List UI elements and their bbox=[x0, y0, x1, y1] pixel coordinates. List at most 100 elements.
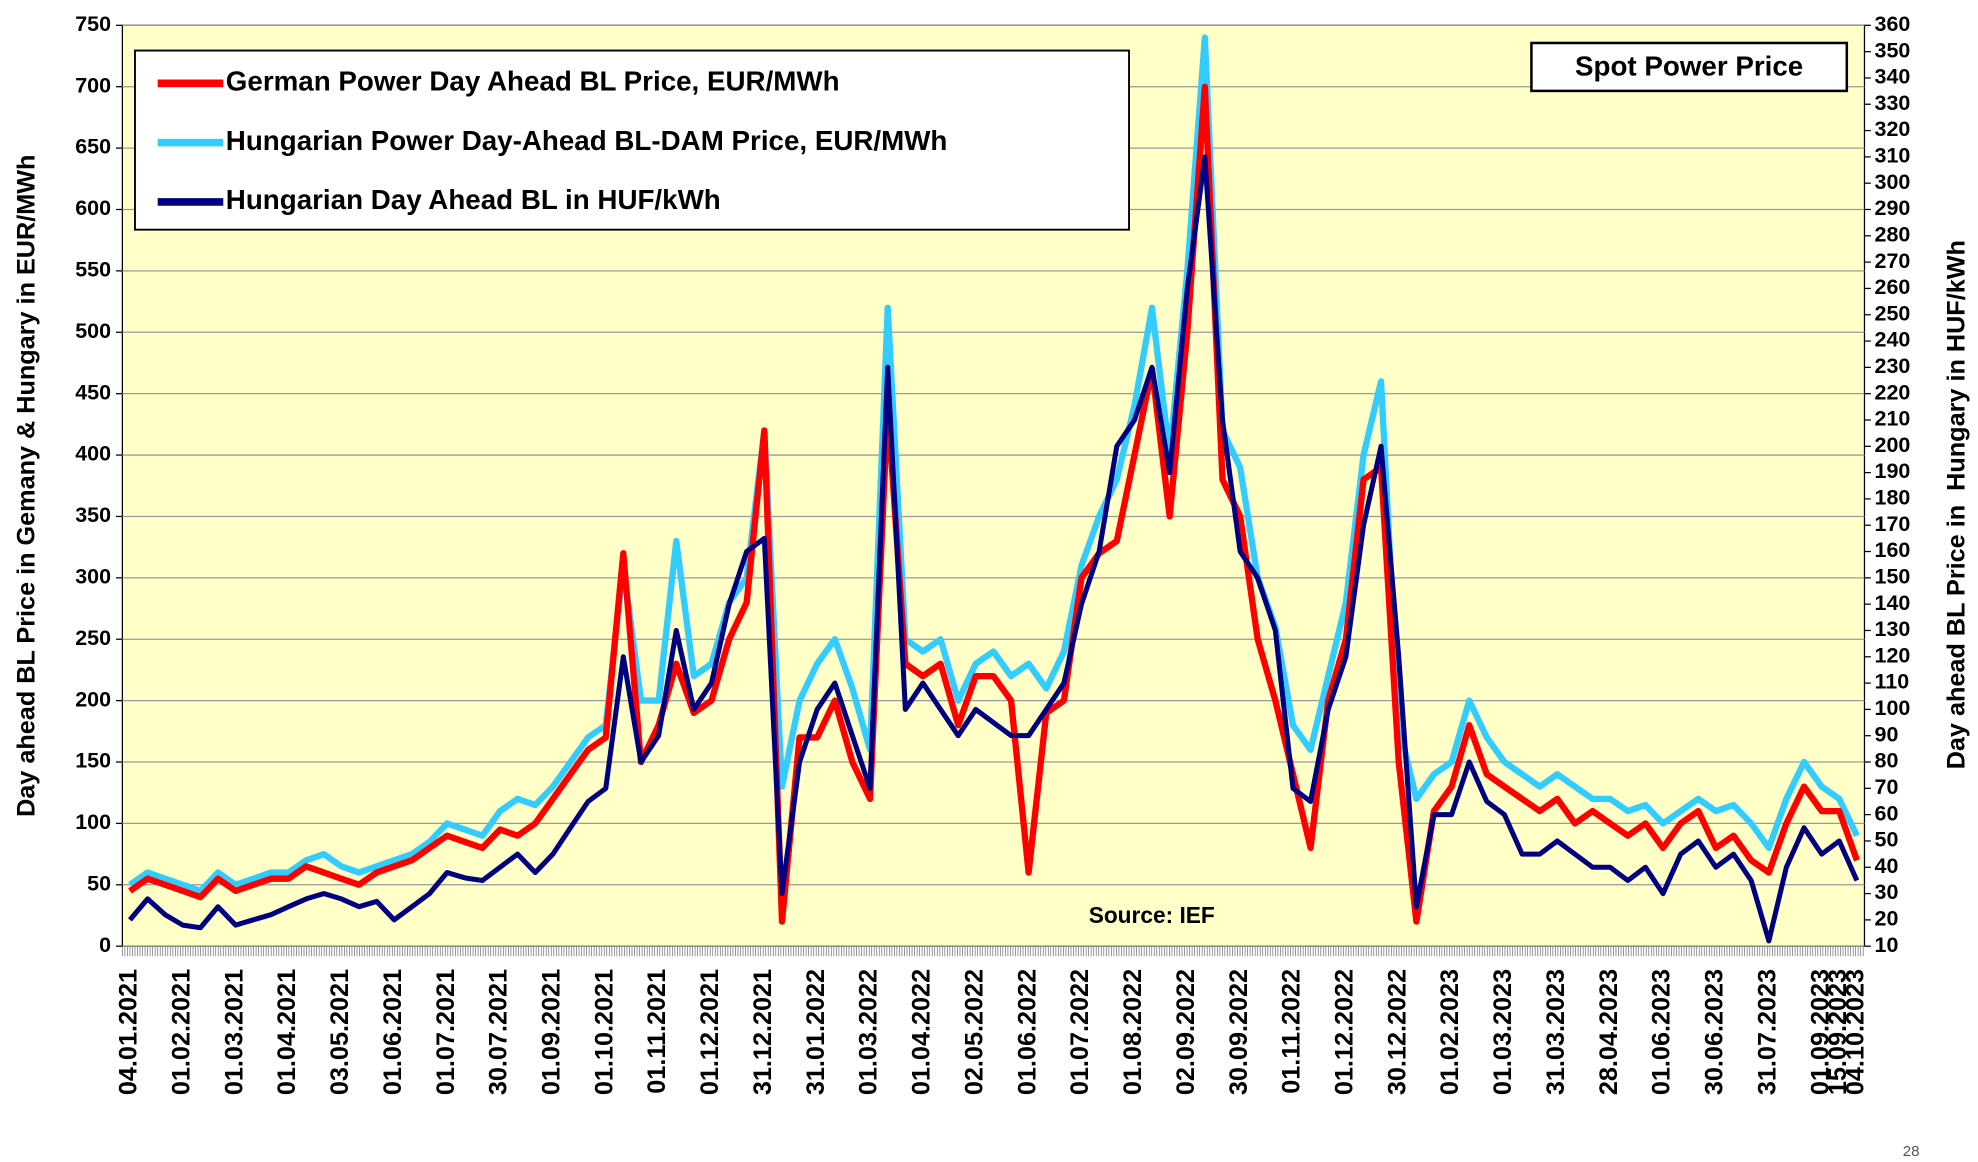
legend-label: German Power Day Ahead BL Price, EUR/MWh bbox=[226, 66, 840, 97]
x-tick-label: 01.11.2022 bbox=[1278, 969, 1306, 1094]
x-tick-label: 31.01.2022 bbox=[802, 969, 830, 1095]
y2-tick-label: 210 bbox=[1875, 407, 1911, 431]
x-tick-label: 04.10.2023 bbox=[1842, 969, 1870, 1095]
x-tick-label: 01.06.2022 bbox=[1013, 969, 1041, 1095]
lines bbox=[128, 34, 1860, 944]
x-tick-label: 01.10.2021 bbox=[590, 969, 618, 1095]
x-tick-label: 01.02.2021 bbox=[167, 969, 195, 1095]
x-tick-label: 31.12.2021 bbox=[749, 969, 777, 1095]
series-line bbox=[128, 34, 1860, 895]
y2-tick-label: 260 bbox=[1875, 275, 1911, 299]
y2-tick-label: 270 bbox=[1875, 249, 1911, 273]
x-tick-label: 30.09.2022 bbox=[1225, 969, 1253, 1095]
x-tick-label: 01.03.2021 bbox=[220, 969, 248, 1095]
x-tick-label: 01.04.2021 bbox=[273, 969, 301, 1095]
y-tick-label: 500 bbox=[75, 319, 111, 343]
y-tick-label: 250 bbox=[75, 626, 111, 650]
title-box bbox=[1530, 41, 1849, 93]
x-tick-label: 01.07.2022 bbox=[1066, 969, 1094, 1095]
y2-tick-label: 180 bbox=[1875, 486, 1911, 510]
y2-tick-label: 320 bbox=[1875, 117, 1911, 141]
y-tick-label: 350 bbox=[75, 503, 111, 527]
x-tick-label: 03.05.2021 bbox=[326, 969, 354, 1095]
y2-axis-label: Day ahead BL Price in Hungary in HUF/kWh bbox=[1942, 240, 1970, 769]
y2-tick-label: 110 bbox=[1875, 670, 1910, 694]
y2-tick-label: 160 bbox=[1875, 538, 1911, 562]
y-tick-label: 50 bbox=[87, 871, 111, 895]
y2-tick-label: 30 bbox=[1875, 880, 1899, 904]
legend: German Power Day Ahead BL Price, EUR/MWh… bbox=[157, 66, 948, 215]
x-tick-label: 30.12.2022 bbox=[1383, 969, 1411, 1095]
x-tick-label: 01.09.2023 bbox=[1806, 969, 1834, 1095]
y-tick-label: 200 bbox=[75, 687, 111, 711]
y2-tick-label: 130 bbox=[1875, 617, 1911, 641]
x-tick-label: 02.09.2022 bbox=[1172, 969, 1200, 1095]
y2-tick-label: 40 bbox=[1875, 854, 1899, 878]
source-note: Source: IEF bbox=[1089, 902, 1215, 928]
x-tick-label: 01.03.2023 bbox=[1489, 969, 1517, 1095]
y-tick-label: 100 bbox=[75, 810, 111, 834]
x-tick-label: 02.05.2022 bbox=[960, 969, 988, 1095]
x-tick-label: 30.06.2023 bbox=[1701, 969, 1729, 1095]
y2-tick-label: 100 bbox=[1875, 696, 1911, 720]
y2-tick-label: 120 bbox=[1875, 643, 1911, 667]
page-number: 28 bbox=[1903, 1143, 1920, 1160]
x-tick-label: 01.11.2021 bbox=[643, 969, 671, 1094]
y2-tick-label: 60 bbox=[1875, 801, 1899, 825]
y2-tick-label: 80 bbox=[1875, 749, 1899, 773]
chart-title: Spot Power Price bbox=[1575, 51, 1803, 82]
legend-label: Hungarian Power Day-Ahead BL-DAM Price, … bbox=[226, 125, 948, 156]
y-tick-label: 450 bbox=[75, 380, 111, 404]
y2-tick-label: 220 bbox=[1875, 380, 1911, 404]
y-axis-label: Day ahead BL Price in Gemany & Hungary i… bbox=[12, 155, 40, 817]
y-tick-label: 150 bbox=[75, 749, 111, 773]
x-tick-label: 01.02.2023 bbox=[1436, 969, 1464, 1095]
x-tick-label: 15.09.2023 bbox=[1824, 969, 1852, 1095]
x-tick-label: 01.12.2021 bbox=[696, 969, 724, 1095]
legend-box bbox=[134, 49, 1130, 231]
y2-tick-label: 250 bbox=[1875, 301, 1911, 325]
y2-tick-label: 330 bbox=[1875, 91, 1911, 115]
y2-tick-label: 360 bbox=[1875, 12, 1911, 36]
x-tick-label: 01.06.2023 bbox=[1648, 969, 1676, 1095]
y2-tick-label: 230 bbox=[1875, 354, 1911, 378]
series-line bbox=[128, 154, 1860, 944]
y-tick-label: 600 bbox=[75, 196, 111, 220]
y2-tick-label: 290 bbox=[1875, 196, 1911, 220]
y2-tick-label: 190 bbox=[1875, 459, 1911, 483]
y2-tick-label: 90 bbox=[1875, 722, 1899, 746]
y2-tick-label: 70 bbox=[1875, 775, 1899, 799]
y2-tick-label: 20 bbox=[1875, 907, 1899, 931]
y2-tick-label: 50 bbox=[1875, 828, 1899, 852]
x-tick-label: 31.07.2023 bbox=[1753, 969, 1781, 1095]
x-tick-label: 01.06.2021 bbox=[379, 969, 407, 1095]
y2-tick-label: 150 bbox=[1875, 565, 1911, 589]
y2-tick-label: 350 bbox=[1875, 38, 1911, 62]
x-tick-label: 30.07.2021 bbox=[485, 969, 513, 1095]
series-line bbox=[128, 83, 1860, 925]
y-tick-label: 700 bbox=[75, 73, 111, 97]
y-tick-label: 750 bbox=[75, 12, 111, 36]
x-tick-label: 04.01.2021 bbox=[115, 969, 143, 1095]
x-tick-label: 01.07.2021 bbox=[432, 969, 460, 1095]
y-tick-label: 650 bbox=[75, 135, 111, 159]
x-tick-label: 31.03.2023 bbox=[1542, 969, 1570, 1095]
x-tick-label: 28.04.2023 bbox=[1595, 969, 1623, 1095]
legend-label: Hungarian Day Ahead BL in HUF/kWh bbox=[226, 184, 721, 215]
x-tick-label: 01.03.2022 bbox=[855, 969, 883, 1095]
x-tick-label: 01.12.2022 bbox=[1331, 969, 1359, 1095]
y2-tick-label: 240 bbox=[1875, 328, 1911, 352]
y2-tick-label: 140 bbox=[1875, 591, 1911, 615]
y2-tick-label: 10 bbox=[1875, 933, 1899, 957]
y-tick-label: 400 bbox=[75, 442, 111, 466]
y2-tick-label: 280 bbox=[1875, 222, 1911, 246]
y2-tick-label: 310 bbox=[1875, 144, 1911, 168]
x-tick-label: 01.08.2022 bbox=[1119, 969, 1147, 1095]
y-tick-label: 550 bbox=[75, 258, 111, 282]
y-tick-label: 300 bbox=[75, 565, 111, 589]
y2-tick-label: 340 bbox=[1875, 65, 1911, 89]
y-tick-label: 0 bbox=[99, 933, 111, 957]
x-tick-label: 01.04.2022 bbox=[908, 969, 936, 1095]
